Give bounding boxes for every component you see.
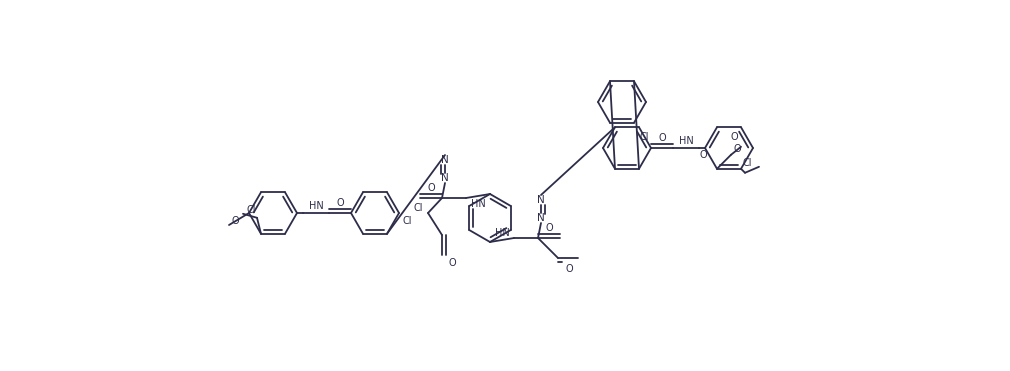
Text: Cl: Cl: [742, 158, 751, 168]
Text: O: O: [659, 133, 666, 143]
Text: N: N: [537, 213, 544, 223]
Text: O: O: [566, 264, 573, 274]
Text: N: N: [441, 173, 448, 183]
Text: Cl: Cl: [639, 132, 648, 142]
Text: HN: HN: [679, 136, 694, 146]
Text: O: O: [427, 183, 435, 193]
Text: O: O: [448, 258, 456, 268]
Text: O: O: [336, 198, 343, 208]
Text: N: N: [441, 155, 448, 165]
Text: HN: HN: [495, 228, 509, 238]
Text: N: N: [537, 195, 544, 205]
Text: O: O: [699, 150, 707, 160]
Text: O: O: [730, 132, 738, 142]
Text: Cl: Cl: [246, 205, 256, 215]
Text: HN: HN: [471, 199, 486, 209]
Text: O: O: [545, 223, 552, 233]
Text: O: O: [231, 216, 238, 226]
Text: O: O: [733, 144, 740, 154]
Text: Cl: Cl: [402, 216, 412, 226]
Text: HN: HN: [309, 201, 323, 211]
Text: Cl: Cl: [413, 203, 423, 213]
